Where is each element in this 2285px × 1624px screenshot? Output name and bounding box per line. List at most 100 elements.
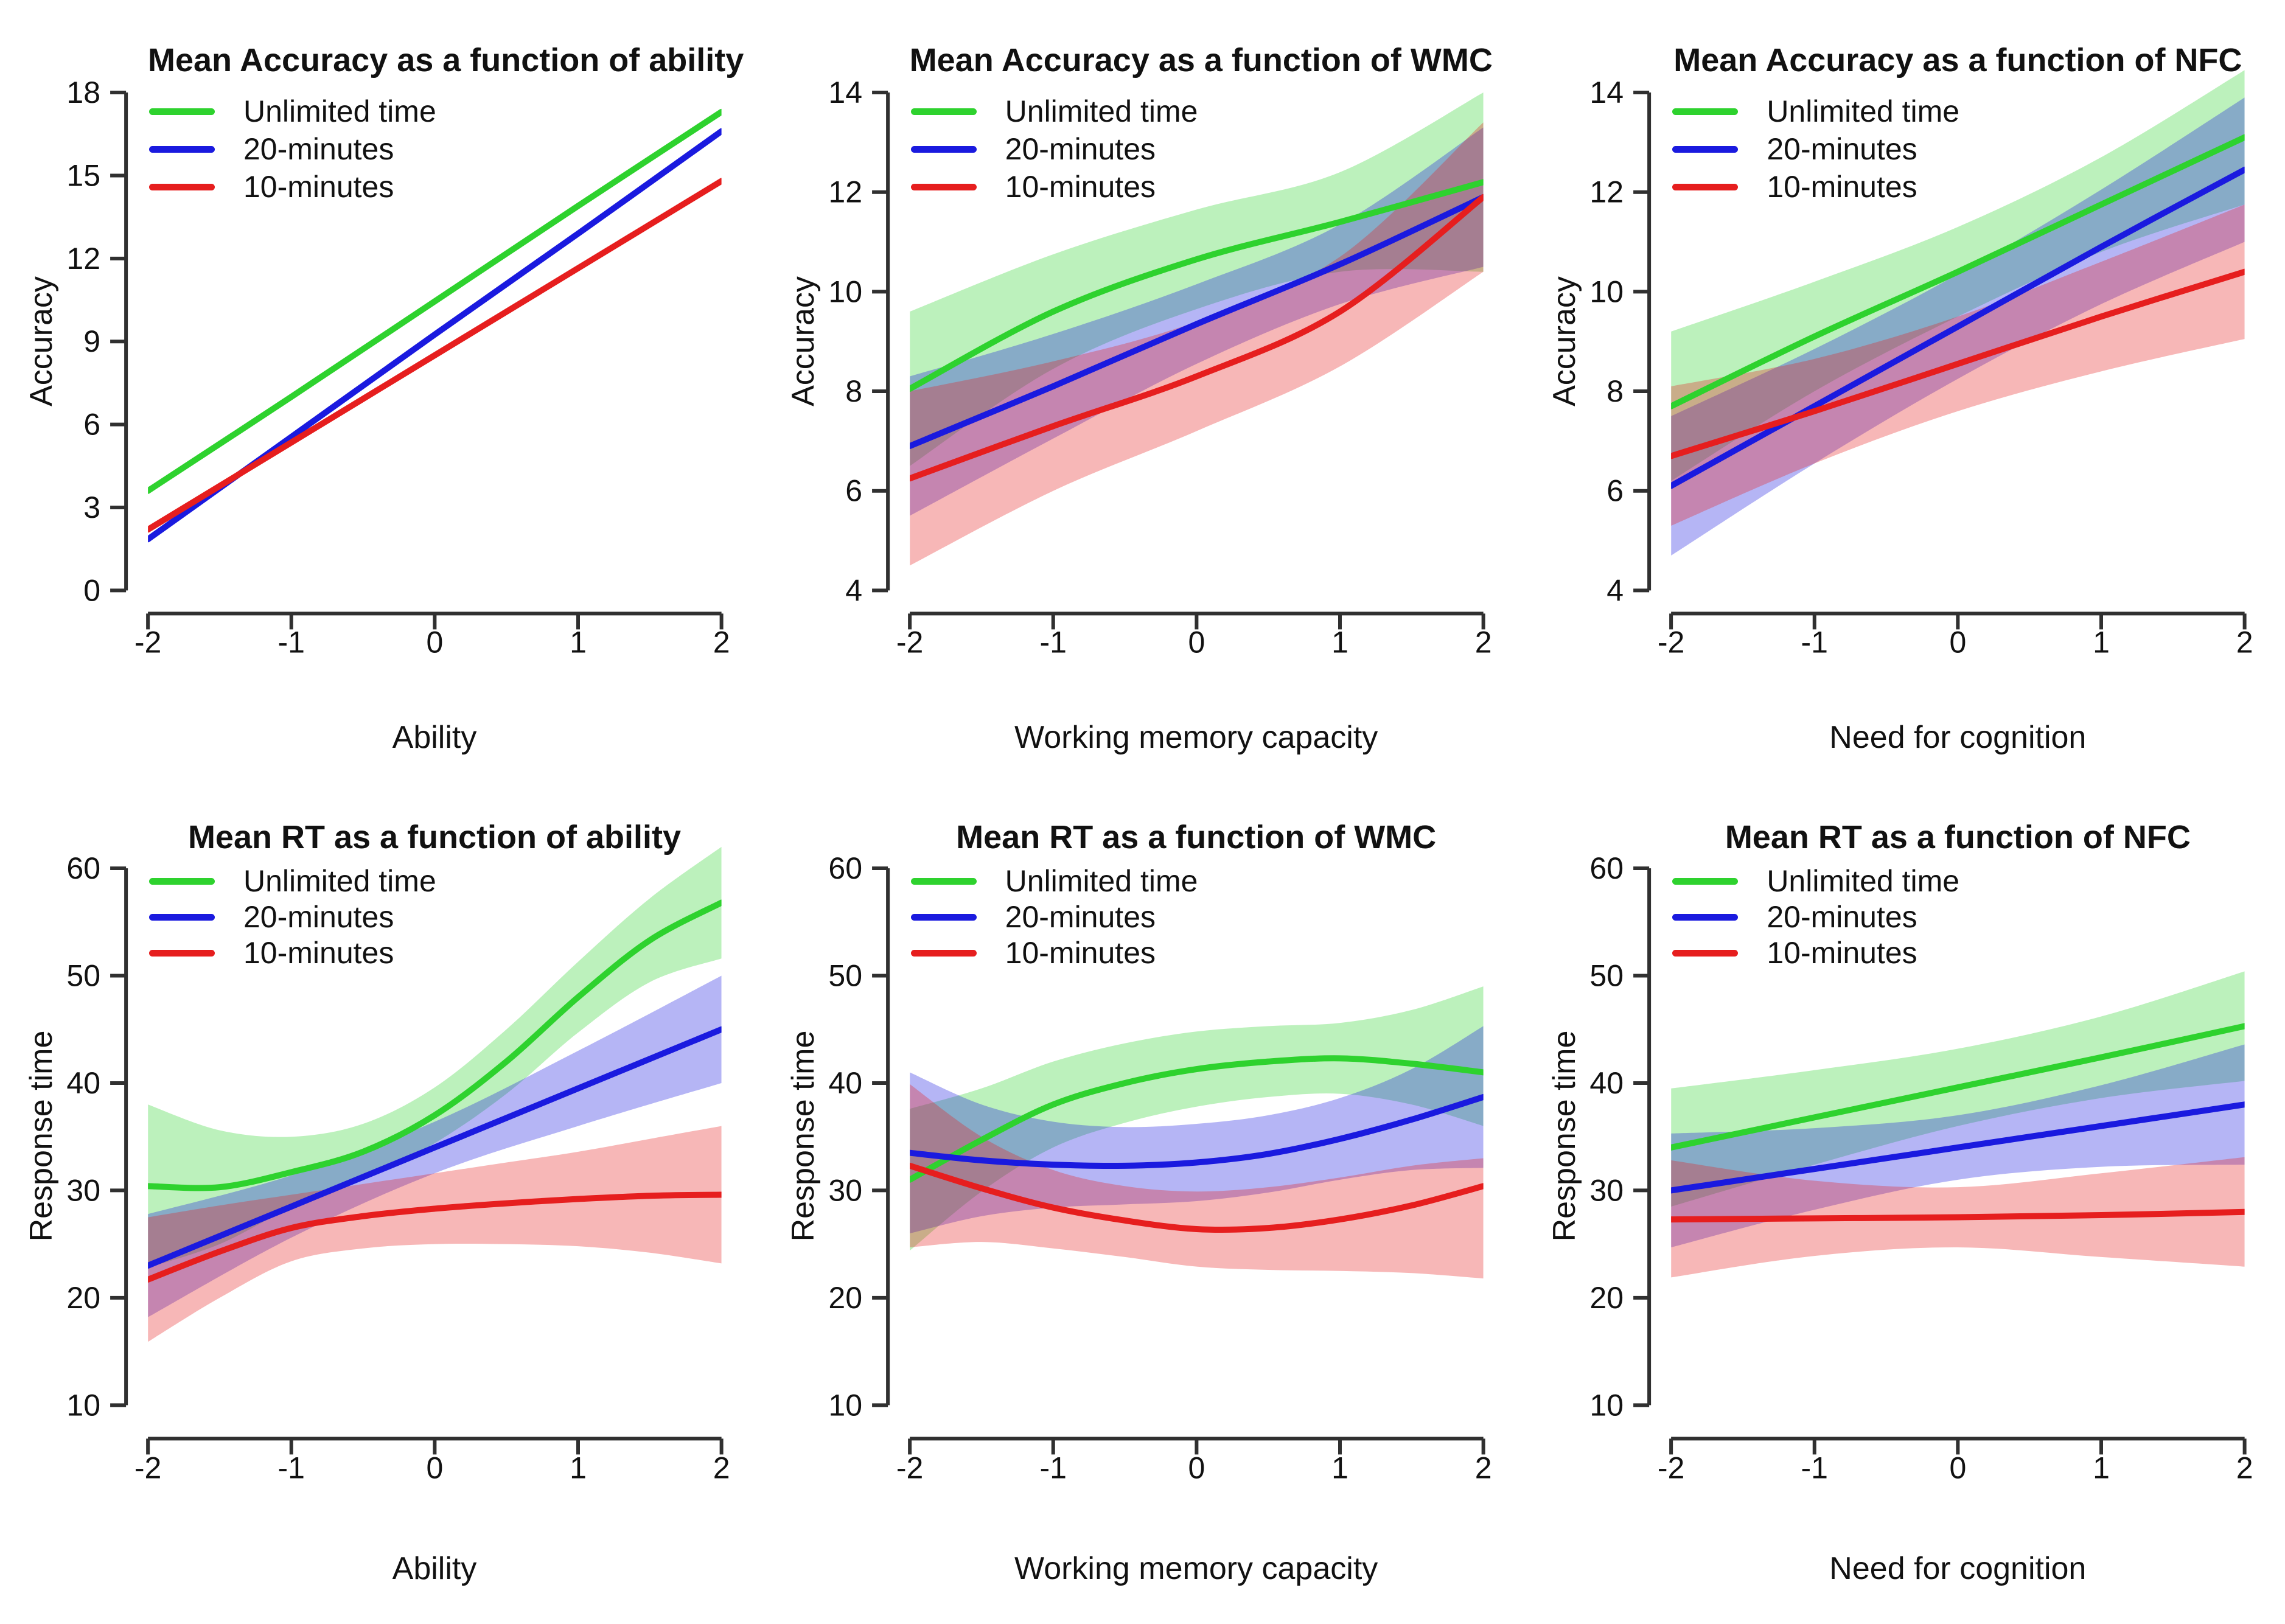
- y-tick-label: 8: [1607, 374, 1624, 408]
- legend-label: 20-minutes: [1005, 132, 1156, 166]
- x-tick-label: 2: [713, 625, 730, 659]
- legend: Unlimited time 20-minutes 10-minutes: [1672, 863, 1959, 971]
- x-tick-label: -2: [1658, 1451, 1684, 1485]
- x-tick-label: -1: [278, 625, 305, 659]
- y-tick-label: 60: [828, 851, 862, 885]
- green-line-swatch-icon: [910, 877, 977, 885]
- legend-label: 20-minutes: [1767, 132, 1917, 166]
- y-axis-label: Accuracy: [24, 276, 59, 406]
- blue-mean-line: [909, 1093, 1484, 1169]
- plot-area: [909, 986, 1484, 1278]
- red-confidence-band: [148, 1126, 722, 1342]
- x-tick-label: 1: [570, 1451, 587, 1485]
- legend-item-10min: 10-minutes: [910, 935, 1198, 971]
- legend-label: 10-minutes: [1767, 936, 1917, 970]
- chart-title: Mean Accuracy as a function of WMC: [909, 42, 1493, 78]
- red-mean-line: [148, 1191, 722, 1283]
- x-tick-label: 0: [426, 625, 443, 659]
- green-confidence-band: [148, 846, 722, 1267]
- green-mean-line: [1671, 134, 2245, 409]
- legend-label: 10-minutes: [243, 936, 394, 970]
- legend-item-20min: 20-minutes: [910, 130, 1198, 168]
- green-confidence-band: [909, 92, 1484, 466]
- legend-item-10min: 10-minutes: [149, 935, 436, 971]
- panel-rt-wmc: 10 20 30 40 50 60 -2 -1 0 1 2 Mean RT as a functio…: [762, 812, 1524, 1624]
- legend-item-10min: 10-minutes: [149, 168, 436, 206]
- y-tick-label: 20: [828, 1280, 862, 1314]
- red-mean-line: [909, 193, 1484, 482]
- y-tick-label: 10: [1590, 274, 1624, 308]
- green-line-swatch-icon: [149, 877, 215, 885]
- y-axis-label: Response time: [24, 1030, 59, 1241]
- tick-labels: 10 20 30 40 50 60 -2 -1 0 1 2: [66, 851, 730, 1485]
- red-line-swatch-icon: [910, 183, 977, 190]
- axes: [110, 866, 724, 1454]
- x-tick-label: 2: [1474, 1451, 1491, 1485]
- y-tick-label: 50: [66, 958, 100, 992]
- y-axis-label: Response time: [1547, 1030, 1583, 1241]
- blue-mean-line: [1671, 166, 2245, 489]
- legend-item-unlimited: Unlimited time: [910, 863, 1198, 899]
- blue-line-swatch-icon: [910, 913, 977, 921]
- red-line-swatch-icon: [910, 949, 977, 957]
- legend-label: Unlimited time: [1005, 94, 1198, 128]
- y-tick-label: 60: [66, 851, 100, 885]
- x-tick-label: 2: [713, 1451, 730, 1485]
- axes: [871, 866, 1485, 1454]
- x-tick-label: 2: [2236, 625, 2253, 659]
- legend-item-unlimited: Unlimited time: [149, 92, 436, 130]
- legend-item-20min: 20-minutes: [149, 899, 436, 935]
- panel-accuracy-nfc: 4 6 8 10 12 14 -2 -1 0 1 2 Mean Accuracy as a func…: [1523, 0, 2285, 812]
- green-mean-line: [148, 108, 722, 494]
- chart-title: Mean RT as a function of WMC: [956, 818, 1437, 856]
- axes: [1633, 866, 2247, 1454]
- legend: Unlimited time 20-minutes 10-minutes: [149, 863, 436, 971]
- x-tick-label: 1: [1331, 625, 1348, 659]
- x-tick-label: 0: [1950, 625, 1967, 659]
- y-tick-label: 12: [1590, 175, 1624, 209]
- red-line-swatch-icon: [149, 949, 215, 957]
- x-axis-label: Working memory capacity: [1014, 720, 1378, 755]
- legend-item-10min: 10-minutes: [1672, 168, 1959, 206]
- y-tick-label: 50: [828, 958, 862, 992]
- y-tick-label: 50: [1590, 958, 1624, 992]
- x-tick-label: 1: [1331, 1451, 1348, 1485]
- green-mean-line: [148, 899, 722, 1191]
- chart-rt-nfc: 10 20 30 40 50 60 -2 -1 0 1 2: [1590, 851, 2253, 1485]
- y-tick-label: 6: [83, 408, 100, 442]
- y-tick-label: 10: [66, 1388, 100, 1422]
- panel-rt-ability: 10 20 30 40 50 60 -2 -1 0 1 2 Mean RT as a functio…: [0, 812, 762, 1624]
- y-tick-label: 20: [1590, 1280, 1624, 1314]
- chart-title: Mean RT as a function of ability: [187, 818, 682, 856]
- legend-item-20min: 20-minutes: [910, 899, 1198, 935]
- y-tick-label: 0: [83, 573, 100, 607]
- blue-mean-line: [909, 193, 1484, 450]
- x-tick-label: -1: [1039, 625, 1066, 659]
- y-tick-label: 10: [1590, 1388, 1624, 1422]
- legend-label: Unlimited time: [1005, 864, 1198, 898]
- x-axis-label: Need for cognition: [1829, 720, 2087, 755]
- x-tick-label: -2: [896, 1451, 923, 1485]
- legend: Unlimited time 20-minutes 10-minutes: [149, 92, 436, 206]
- red-confidence-band: [909, 1084, 1484, 1278]
- red-mean-line: [1671, 1208, 2245, 1222]
- chart-rt-wmc: 10 20 30 40 50 60 -2 -1 0 1 2: [828, 851, 1491, 1485]
- chart-title: Mean RT as a function of NFC: [1725, 818, 2191, 856]
- blue-line-swatch-icon: [910, 145, 977, 153]
- y-tick-label: 6: [1607, 474, 1624, 508]
- x-tick-label: -1: [1801, 625, 1828, 659]
- red-mean-line: [1671, 268, 2245, 459]
- x-axis-label: Ability: [392, 1550, 477, 1586]
- legend-label: 10-minutes: [1005, 170, 1156, 204]
- legend-item-10min: 10-minutes: [910, 168, 1198, 206]
- x-tick-label: 1: [570, 625, 587, 659]
- y-tick-label: 30: [66, 1173, 100, 1207]
- legend-label: 20-minutes: [243, 900, 394, 934]
- panel-accuracy-wmc: 4 6 8 10 12 14 -2 -1 0 1 2 Mean Accuracy as a func…: [762, 0, 1524, 812]
- legend-item-unlimited: Unlimited time: [1672, 92, 1959, 130]
- legend-item-20min: 20-minutes: [149, 130, 436, 168]
